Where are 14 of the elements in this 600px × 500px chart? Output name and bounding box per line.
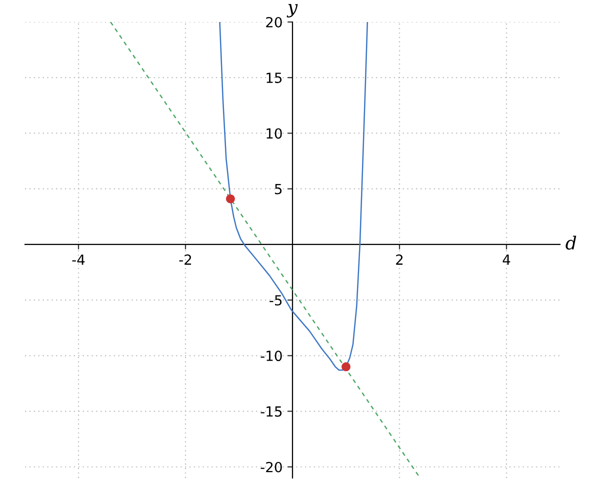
y-tick-label: 10: [266, 128, 282, 139]
y-tick-label: -10: [260, 350, 282, 362]
y-tick-label: -20: [260, 462, 282, 472]
y-tick-label: 20: [266, 16, 282, 28]
y-axis-title: y: [286, 4, 298, 18]
y-tick-label: -5: [270, 295, 282, 306]
y-tick-label: 5: [275, 184, 282, 194]
x-tick-label: -2: [179, 254, 192, 265]
y-tick-label: -15: [260, 406, 282, 417]
x-tick-label: -4: [72, 254, 85, 265]
x-axis-title: d: [566, 236, 576, 250]
y-tick-label: 15: [266, 72, 282, 84]
x-tick-label: 4: [502, 254, 510, 265]
x-tick-label: 2: [396, 254, 403, 265]
